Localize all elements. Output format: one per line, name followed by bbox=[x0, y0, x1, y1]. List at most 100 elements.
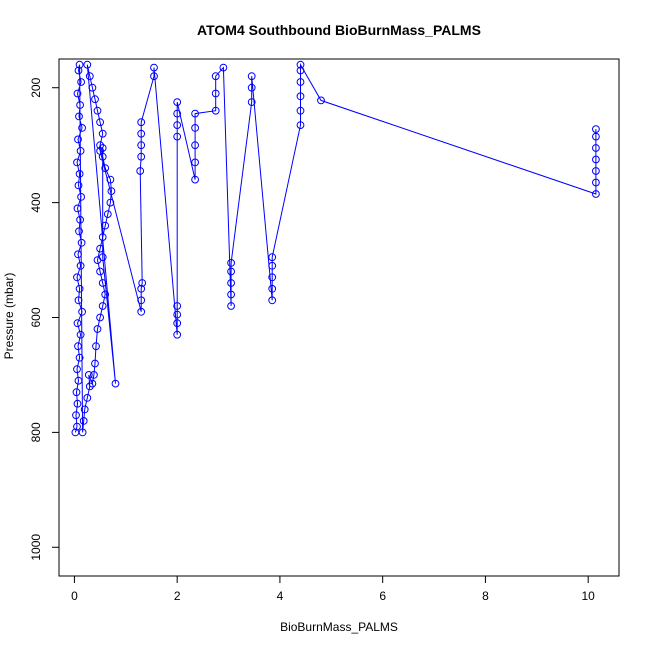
data-point bbox=[137, 152, 146, 161]
data-point bbox=[76, 147, 85, 155]
data-point bbox=[173, 132, 182, 141]
data-point bbox=[150, 72, 158, 81]
data-point bbox=[79, 417, 88, 425]
data-point bbox=[173, 319, 182, 328]
data-point bbox=[73, 399, 82, 408]
data-point bbox=[106, 175, 115, 184]
data-point bbox=[268, 296, 277, 305]
data-point bbox=[268, 273, 277, 282]
data-point bbox=[92, 342, 100, 351]
data-point bbox=[80, 405, 89, 414]
x-axis-label: BioBurnMass_PALMS bbox=[280, 620, 398, 634]
data-point bbox=[227, 267, 236, 276]
data-point bbox=[76, 101, 84, 109]
data-point bbox=[592, 144, 600, 152]
data-point bbox=[91, 95, 99, 104]
data-point bbox=[227, 302, 236, 310]
y-tick-label: 800 bbox=[29, 422, 43, 442]
data-point bbox=[84, 371, 93, 379]
data-point bbox=[75, 60, 84, 69]
data-point bbox=[75, 112, 83, 121]
data-point bbox=[247, 72, 256, 81]
data-point bbox=[138, 279, 147, 287]
data-point bbox=[137, 296, 146, 305]
data-point bbox=[268, 253, 277, 262]
data-point bbox=[219, 63, 228, 72]
data-point bbox=[72, 411, 80, 420]
x-tick-label: 10 bbox=[581, 589, 595, 603]
data-point bbox=[227, 259, 236, 267]
data-point bbox=[74, 66, 83, 75]
data-point bbox=[96, 313, 104, 322]
data-point bbox=[73, 273, 81, 282]
data-point bbox=[150, 63, 158, 72]
data-point bbox=[74, 181, 83, 190]
data-point bbox=[173, 302, 182, 310]
data-point bbox=[137, 118, 146, 127]
data-point bbox=[74, 250, 82, 259]
data-point bbox=[137, 129, 146, 138]
data-point bbox=[98, 253, 107, 262]
data-point bbox=[296, 66, 305, 75]
data-point bbox=[191, 141, 200, 150]
data-point bbox=[96, 244, 104, 253]
data-point bbox=[74, 296, 83, 305]
data-point bbox=[96, 267, 104, 276]
data-point bbox=[136, 167, 145, 175]
data-point bbox=[74, 135, 82, 144]
data-point bbox=[296, 121, 305, 129]
data-point bbox=[137, 141, 146, 150]
data-point bbox=[73, 365, 81, 374]
data-point bbox=[73, 89, 82, 98]
data-point bbox=[211, 106, 220, 115]
data-point bbox=[96, 141, 104, 150]
data-point bbox=[74, 376, 83, 385]
data-point bbox=[296, 78, 305, 86]
data-point bbox=[77, 193, 85, 201]
data-point bbox=[73, 422, 81, 431]
data-point bbox=[247, 98, 256, 106]
data-point bbox=[173, 109, 182, 118]
data-point bbox=[101, 221, 110, 230]
y-tick-label: 1000 bbox=[29, 534, 43, 561]
y-tick-label: 600 bbox=[29, 307, 43, 327]
x-axis: 0 2 4 6 8 10 bbox=[71, 575, 595, 603]
data-point bbox=[93, 325, 102, 333]
data-point bbox=[73, 204, 82, 213]
data-point bbox=[592, 132, 600, 141]
data-point bbox=[137, 284, 146, 293]
data-point bbox=[296, 106, 305, 115]
data-point bbox=[78, 124, 86, 132]
data-point bbox=[74, 342, 82, 351]
data-point bbox=[173, 98, 182, 106]
data-point bbox=[76, 330, 85, 339]
data-point bbox=[191, 124, 200, 132]
chart-title: ATOM4 Southbound BioBurnMass_PALMS bbox=[197, 22, 481, 38]
data-point bbox=[96, 118, 104, 127]
data-point bbox=[227, 290, 236, 299]
data-point bbox=[78, 307, 86, 316]
data-point bbox=[173, 310, 182, 319]
series-line bbox=[74, 62, 597, 433]
data-point bbox=[85, 72, 94, 81]
data-point bbox=[137, 307, 146, 316]
data-point bbox=[296, 60, 305, 69]
data-point bbox=[268, 284, 277, 293]
x-tick-label: 8 bbox=[482, 589, 489, 603]
data-point bbox=[103, 210, 112, 219]
data-point bbox=[72, 388, 81, 397]
data-point bbox=[106, 198, 115, 207]
data-point bbox=[75, 170, 84, 178]
data-point bbox=[191, 175, 200, 184]
x-tick-label: 4 bbox=[277, 589, 284, 603]
data-point bbox=[98, 129, 107, 138]
data-point bbox=[76, 261, 85, 270]
data-point bbox=[93, 106, 102, 115]
y-tick-label: 400 bbox=[29, 192, 43, 212]
data-point bbox=[111, 379, 120, 388]
data-point bbox=[98, 279, 107, 287]
data-point bbox=[75, 227, 83, 236]
data-point bbox=[211, 89, 220, 98]
data-point bbox=[73, 158, 81, 167]
